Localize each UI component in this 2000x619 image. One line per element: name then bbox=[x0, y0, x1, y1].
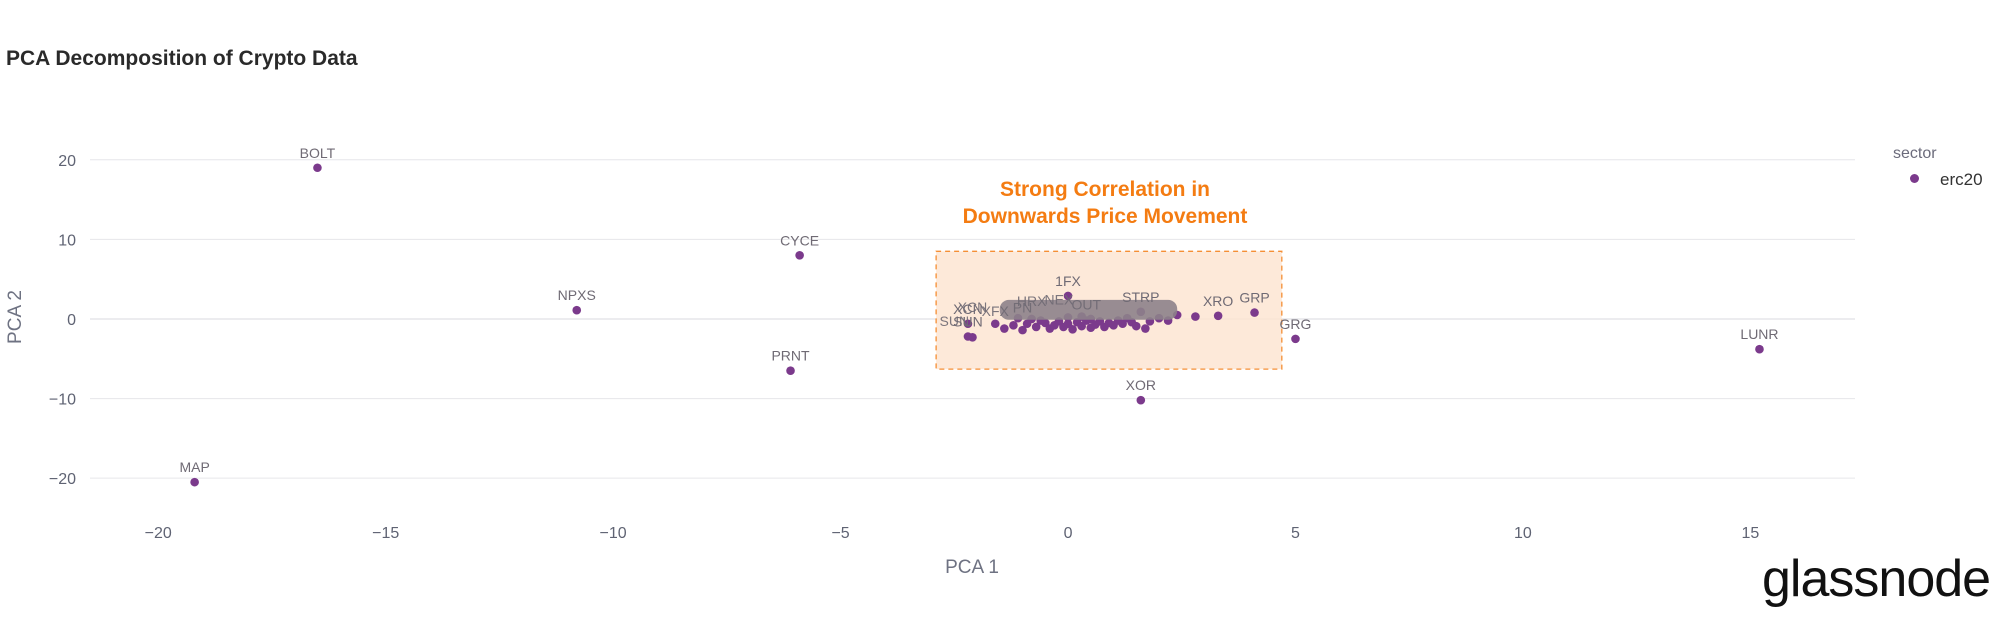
point-label: LUNR bbox=[1740, 326, 1778, 342]
x-tick-label: 5 bbox=[1291, 525, 1300, 542]
data-point bbox=[963, 332, 973, 341]
annotation-line-2: Downwards Price Movement bbox=[963, 205, 1248, 228]
cluster-point-label: OUT bbox=[1071, 296, 1101, 312]
data-point bbox=[1018, 325, 1027, 335]
point-label: XOR bbox=[1126, 377, 1156, 393]
data-point bbox=[1250, 308, 1259, 317]
data-point bbox=[1755, 344, 1764, 354]
y-tick-label: 0 bbox=[67, 312, 76, 329]
y-tick-label: 20 bbox=[58, 153, 76, 170]
data-point bbox=[1000, 324, 1009, 333]
cluster-label-mass bbox=[999, 299, 1178, 320]
cluster-point-label: SUN bbox=[940, 313, 970, 329]
x-tick-label: −10 bbox=[600, 525, 627, 542]
y-axis-ticks: 20 10 0 −10 −20 bbox=[49, 153, 76, 488]
glassnode-logo: glassnode bbox=[1762, 550, 1991, 608]
point-label: NPXS bbox=[558, 287, 596, 303]
point-label: CYCE bbox=[780, 232, 819, 248]
y-axis-title: PCA 2 bbox=[5, 290, 26, 344]
x-tick-label: 0 bbox=[1064, 525, 1073, 542]
cluster-point-label: XCN bbox=[958, 299, 988, 315]
y-tick-label: −10 bbox=[49, 392, 76, 409]
data-point bbox=[1191, 312, 1200, 321]
x-tick-label: −5 bbox=[831, 525, 849, 542]
x-tick-label: 10 bbox=[1514, 525, 1532, 542]
data-point bbox=[1009, 321, 1018, 330]
data-point bbox=[1291, 334, 1300, 344]
y-tick-label: −20 bbox=[49, 471, 76, 488]
cluster-point-label: PN bbox=[1013, 300, 1032, 316]
data-point bbox=[313, 163, 322, 173]
data-point bbox=[1063, 291, 1073, 301]
point-label: 1FX bbox=[1055, 273, 1081, 289]
x-tick-label: 15 bbox=[1741, 525, 1759, 542]
data-point bbox=[1136, 395, 1146, 405]
cluster-point-label: XFX bbox=[982, 303, 1010, 319]
data-point bbox=[190, 477, 199, 487]
point-label: PRNT bbox=[771, 348, 810, 364]
cluster-point-label: HRX bbox=[1017, 293, 1047, 309]
data-point bbox=[963, 319, 973, 329]
point-label: XRO bbox=[1203, 293, 1233, 309]
data-point bbox=[1131, 321, 1141, 331]
x-axis-ticks: −20 −15 −10 −5 0 5 10 15 bbox=[145, 525, 1760, 542]
point-label: SUN bbox=[953, 313, 983, 329]
point-label: XCN bbox=[953, 301, 983, 317]
data-point bbox=[786, 366, 795, 376]
x-tick-label: −20 bbox=[145, 525, 172, 542]
cluster-point-label: NEX bbox=[1045, 292, 1074, 308]
point-label: GRP bbox=[1239, 290, 1269, 306]
data-point bbox=[1031, 322, 1041, 332]
data-point bbox=[572, 305, 582, 315]
point-label: MAP bbox=[179, 459, 209, 475]
legend-title: sector bbox=[1893, 145, 1937, 162]
chart-title: PCA Decomposition of Crypto Data bbox=[6, 47, 358, 70]
data-point bbox=[1141, 324, 1150, 333]
point-label: GRG bbox=[1280, 316, 1312, 332]
x-tick-label: −15 bbox=[372, 525, 399, 542]
cluster-label-band bbox=[999, 299, 1178, 320]
legend-marker bbox=[1910, 174, 1919, 183]
data-point bbox=[795, 251, 804, 260]
x-axis-title: PCA 1 bbox=[945, 557, 999, 578]
legend-label: erc20 bbox=[1940, 170, 1983, 189]
annotation-line-1: Strong Correlation in bbox=[1000, 178, 1210, 201]
data-point bbox=[1068, 325, 1077, 334]
point-label: STRP bbox=[1122, 289, 1159, 305]
y-tick-label: 10 bbox=[58, 232, 76, 249]
point-label: BOLT bbox=[300, 145, 336, 161]
data-point bbox=[990, 319, 1000, 329]
data-point bbox=[1213, 311, 1223, 321]
